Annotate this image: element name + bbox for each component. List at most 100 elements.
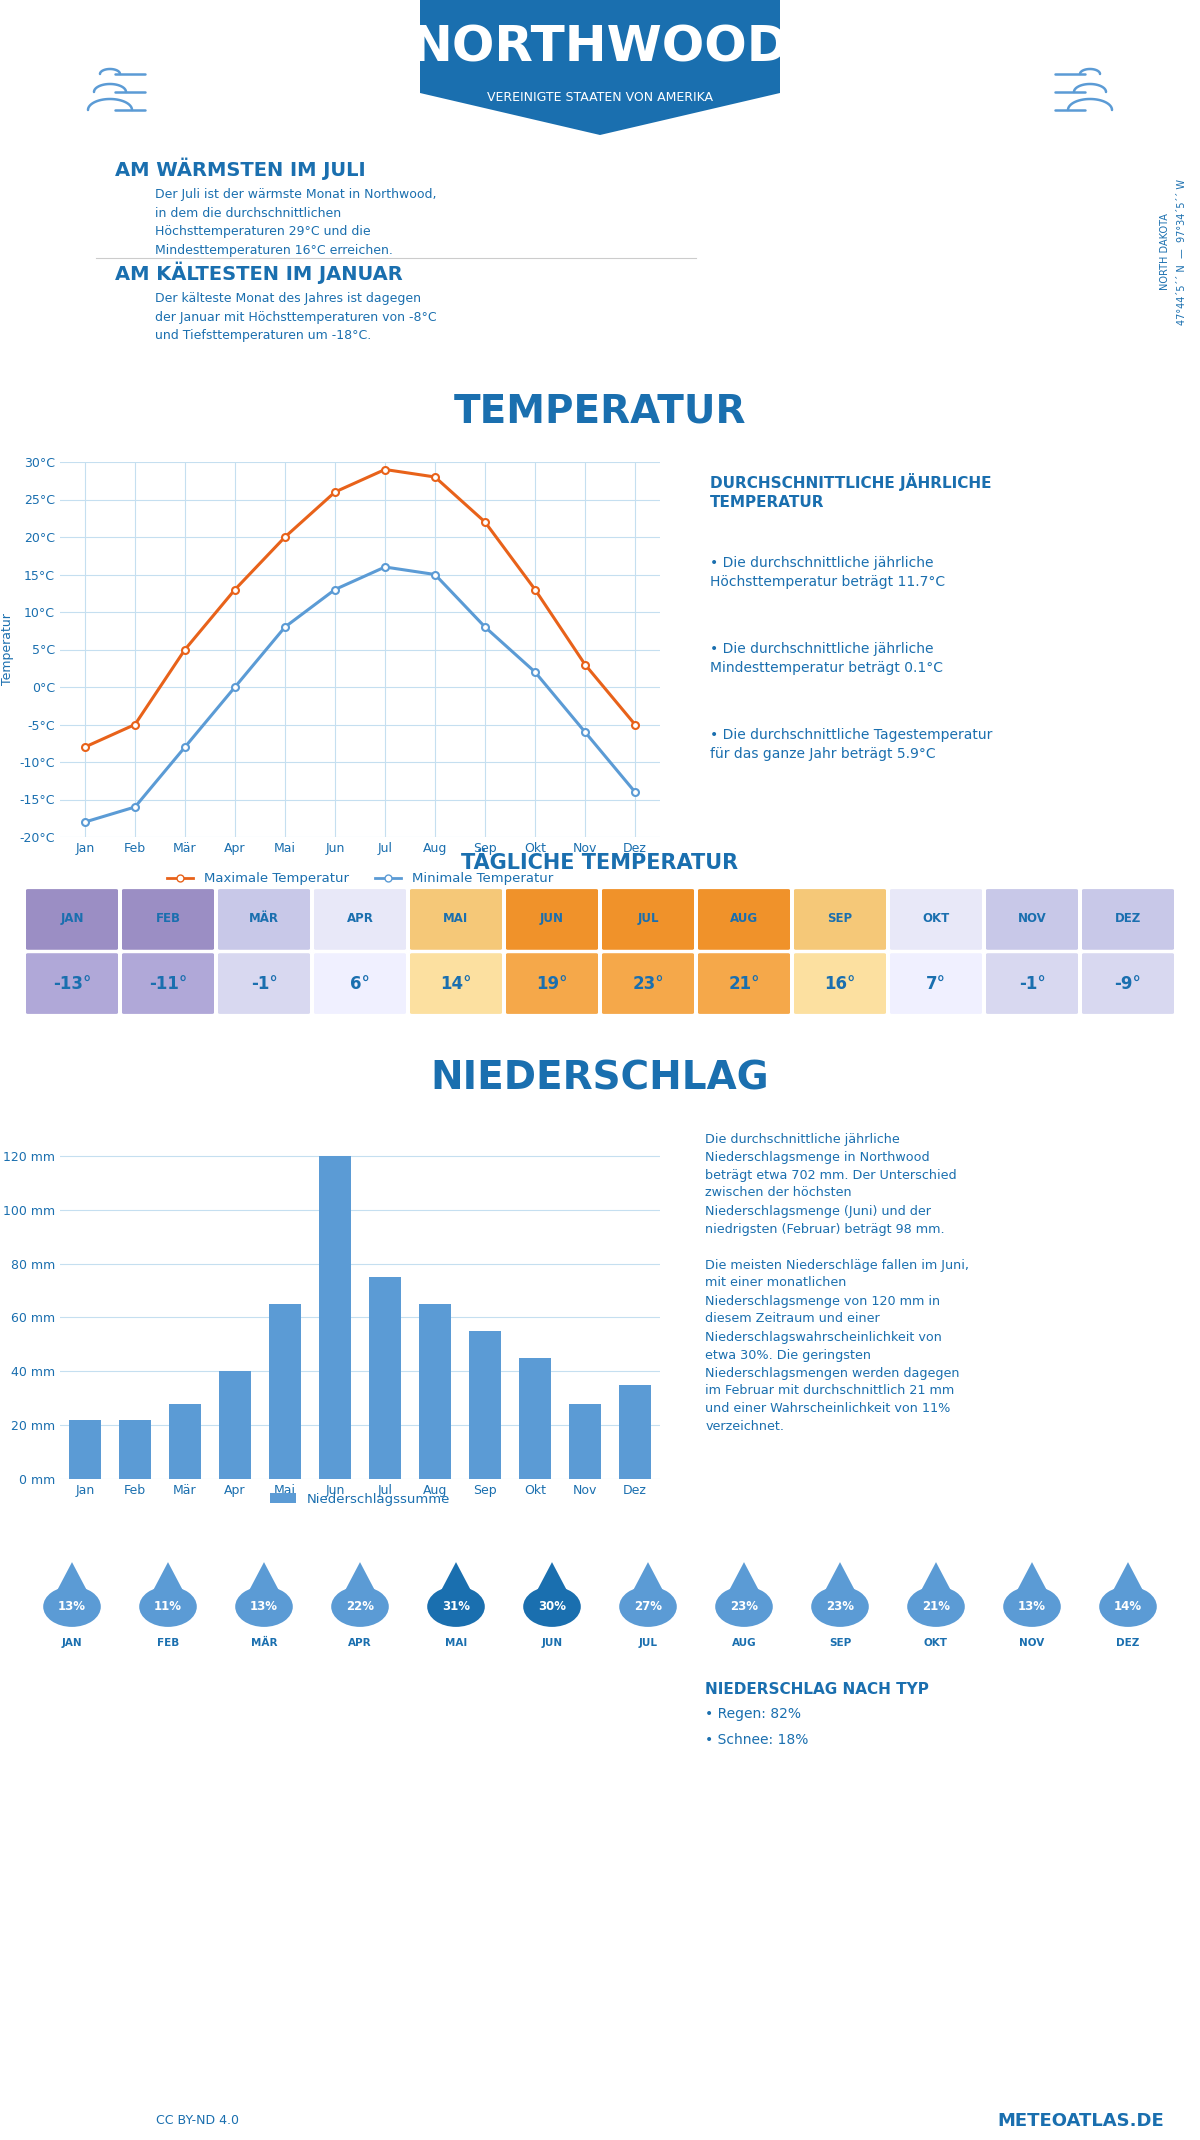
Bar	[119, 1419, 151, 1479]
Text: 11%: 11%	[154, 1601, 182, 1614]
Text: OKT: OKT	[924, 1637, 948, 1648]
Text: APR: APR	[348, 1637, 372, 1648]
Text: AM KÄLTESTEN IM JANUAR: AM KÄLTESTEN IM JANUAR	[115, 261, 403, 285]
Bar	[619, 1385, 652, 1479]
Text: 23°: 23°	[632, 974, 664, 993]
FancyBboxPatch shape	[985, 952, 1079, 1014]
Text: FEB: FEB	[157, 1637, 179, 1648]
Polygon shape	[55, 1562, 89, 1592]
Text: 14%: 14%	[1114, 1601, 1142, 1614]
Text: 7°: 7°	[926, 974, 946, 993]
Text: MAI: MAI	[443, 912, 469, 924]
Text: 23%: 23%	[730, 1601, 758, 1614]
Bar	[368, 1278, 401, 1479]
Text: • Die durchschnittliche Tagestemperatur
für das ganze Jahr beträgt 5.9°C: • Die durchschnittliche Tagestemperatur …	[710, 728, 992, 762]
FancyBboxPatch shape	[793, 952, 887, 1014]
Circle shape	[1003, 1586, 1061, 1626]
FancyBboxPatch shape	[121, 888, 215, 950]
Bar	[269, 1303, 301, 1479]
Text: • Die durchschnittliche jährliche
Mindesttemperatur beträgt 0.1°C: • Die durchschnittliche jährliche Mindes…	[710, 642, 943, 674]
Text: DEZ: DEZ	[1115, 912, 1141, 924]
Text: NIEDERSCHLAGSWAHRSCHEINLICHKEIT: NIEDERSCHLAGSWAHRSCHEINLICHKEIT	[416, 1498, 784, 1515]
FancyBboxPatch shape	[793, 888, 887, 950]
Text: 16°: 16°	[824, 974, 856, 993]
Text: 23%: 23%	[826, 1601, 854, 1614]
Text: TEMPERATUR: TEMPERATUR	[454, 392, 746, 430]
Text: Der Juli ist der wärmste Monat in Northwood,
in dem die durchschnittlichen
Höchs: Der Juli ist der wärmste Monat in Northw…	[155, 188, 437, 257]
Text: VEREINIGTE STAATEN VON AMERIKA: VEREINIGTE STAATEN VON AMERIKA	[487, 90, 713, 103]
Circle shape	[43, 1586, 101, 1626]
Circle shape	[523, 1586, 581, 1626]
Circle shape	[139, 1586, 197, 1626]
Polygon shape	[1111, 1562, 1145, 1592]
Text: -11°: -11°	[149, 974, 187, 993]
Bar	[319, 1156, 352, 1479]
Text: 27%: 27%	[634, 1601, 662, 1614]
Polygon shape	[247, 1562, 281, 1592]
Y-axis label: Temperatur: Temperatur	[1, 614, 14, 685]
Text: 13%: 13%	[58, 1601, 86, 1614]
Bar	[469, 1331, 502, 1479]
Text: 19°: 19°	[536, 974, 568, 993]
Text: JAN: JAN	[60, 912, 84, 924]
Text: SEP: SEP	[829, 1637, 851, 1648]
FancyBboxPatch shape	[697, 952, 791, 1014]
Text: • Regen: 82%: • Regen: 82%	[706, 1708, 802, 1721]
Bar	[518, 1359, 551, 1479]
Text: MÄR: MÄR	[250, 912, 278, 924]
Text: 47°44´5´´ N  —  97°34´5´´ W: 47°44´5´´ N — 97°34´5´´ W	[1177, 180, 1187, 325]
Text: NORTHWOOD: NORTHWOOD	[410, 24, 790, 71]
Text: • Die durchschnittliche jährliche
Höchsttemperatur beträgt 11.7°C: • Die durchschnittliche jährliche Höchst…	[710, 556, 946, 588]
Text: 22%: 22%	[346, 1601, 374, 1614]
FancyBboxPatch shape	[409, 888, 503, 950]
FancyBboxPatch shape	[313, 888, 407, 950]
FancyBboxPatch shape	[1081, 952, 1175, 1014]
Polygon shape	[631, 1562, 665, 1592]
Text: APR: APR	[347, 912, 373, 924]
Polygon shape	[535, 1562, 569, 1592]
Text: DEZ: DEZ	[1116, 1637, 1140, 1648]
Text: JUN: JUN	[540, 912, 564, 924]
FancyBboxPatch shape	[217, 952, 311, 1014]
Legend: Niederschlagssumme: Niederschlagssumme	[264, 1487, 456, 1511]
Polygon shape	[439, 1562, 473, 1592]
Bar	[68, 1419, 101, 1479]
Text: TÄGLICHE TEMPERATUR: TÄGLICHE TEMPERATUR	[462, 854, 738, 873]
FancyBboxPatch shape	[697, 888, 791, 950]
Polygon shape	[823, 1562, 857, 1592]
Text: CC BY-ND 4.0: CC BY-ND 4.0	[156, 2114, 239, 2127]
Circle shape	[235, 1586, 293, 1626]
Text: OKT: OKT	[923, 912, 949, 924]
Text: 30%: 30%	[538, 1601, 566, 1614]
Text: NOV: NOV	[1018, 912, 1046, 924]
Text: DURCHSCHNITTLICHE JÄHRLICHE
TEMPERATUR: DURCHSCHNITTLICHE JÄHRLICHE TEMPERATUR	[710, 473, 991, 509]
Text: -1°: -1°	[1019, 974, 1045, 993]
Text: MAI: MAI	[445, 1637, 467, 1648]
Text: 21%: 21%	[922, 1601, 950, 1614]
Text: Der kälteste Monat des Jahres ist dagegen
der Januar mit Höchsttemperaturen von : Der kälteste Monat des Jahres ist dagege…	[155, 291, 437, 342]
Text: -13°: -13°	[53, 974, 91, 993]
Polygon shape	[343, 1562, 377, 1592]
Polygon shape	[1015, 1562, 1049, 1592]
FancyBboxPatch shape	[217, 888, 311, 950]
FancyBboxPatch shape	[505, 888, 599, 950]
Text: FEB: FEB	[156, 912, 180, 924]
Text: -9°: -9°	[1115, 974, 1141, 993]
FancyBboxPatch shape	[505, 952, 599, 1014]
FancyBboxPatch shape	[121, 952, 215, 1014]
FancyBboxPatch shape	[985, 888, 1079, 950]
Polygon shape	[727, 1562, 761, 1592]
Text: 13%: 13%	[1018, 1601, 1046, 1614]
Text: METEOATLAS.DE: METEOATLAS.DE	[997, 2112, 1164, 2129]
Circle shape	[619, 1586, 677, 1626]
Bar	[169, 1404, 202, 1479]
FancyBboxPatch shape	[601, 888, 695, 950]
Circle shape	[907, 1586, 965, 1626]
Bar	[569, 1404, 601, 1479]
FancyBboxPatch shape	[601, 952, 695, 1014]
Circle shape	[331, 1586, 389, 1626]
Circle shape	[811, 1586, 869, 1626]
Text: 13%: 13%	[250, 1601, 278, 1614]
Text: JUL: JUL	[638, 1637, 658, 1648]
Bar	[218, 1372, 251, 1479]
